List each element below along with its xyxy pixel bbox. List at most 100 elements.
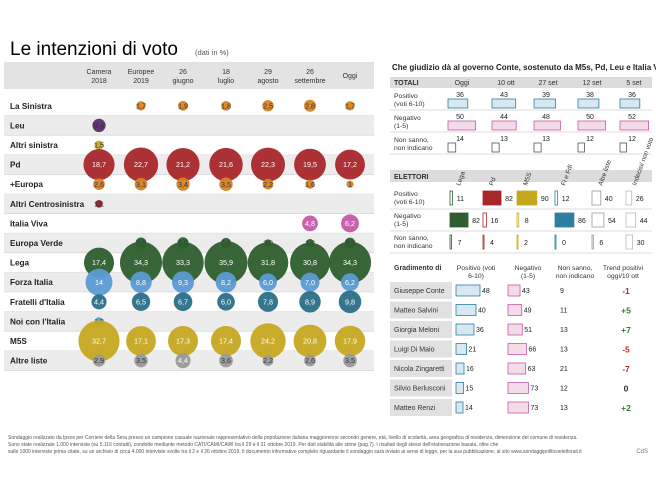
vote-bubble <box>294 148 326 181</box>
bar-value: 8 <box>525 218 529 225</box>
judgement-bar <box>533 98 556 109</box>
bubble-value: 6,2 <box>345 278 355 287</box>
vote-bubble <box>83 149 115 181</box>
bubble-value: 14 <box>95 278 103 287</box>
bar-value: 82 <box>472 218 480 225</box>
bar-value: 2 <box>524 240 528 247</box>
column-header: 26 giugno <box>172 69 193 85</box>
bar-value: 54 <box>608 218 616 225</box>
bar-value: 50 <box>586 114 594 121</box>
column-header: 26 settembre <box>294 69 325 85</box>
vote-bubble <box>131 292 151 311</box>
footer-line-2: Sono state realizzate 1.000 interviste (… <box>8 442 499 448</box>
bar-value: 36 <box>628 92 636 99</box>
judgement-bar <box>577 142 585 153</box>
bubble-value: 3,4 <box>178 180 188 189</box>
bubble-value: 30,8 <box>303 258 317 267</box>
bubble-value: 1,5 <box>94 141 104 150</box>
leader-name: Matteo Renzi <box>394 405 436 412</box>
vote-bubble <box>168 326 198 356</box>
vote-bubble <box>341 214 359 233</box>
bar-value: 52 <box>628 114 636 121</box>
leader-name: Giuseppe Conte <box>394 288 445 295</box>
trend-value: -7 <box>622 364 630 374</box>
vote-bubble <box>219 353 233 368</box>
voter-bar <box>449 190 453 206</box>
unsure-value: 9 <box>560 288 564 295</box>
leader-name: Giorgia Meloni <box>394 327 440 334</box>
negative-bar <box>507 284 521 297</box>
negative-value: 51 <box>524 327 532 334</box>
vote-bubble <box>346 180 354 188</box>
bubble-value: 2,2 <box>263 356 273 365</box>
bubble-value: 33,3 <box>176 258 190 267</box>
vote-bubble <box>172 271 194 294</box>
vote-intentions-chart: Camera 2018 Europee 2019 26 giugno 18 luglio 29 a… <box>4 62 374 371</box>
judgement-bar <box>577 98 600 109</box>
vote-bubble <box>134 177 148 191</box>
series-label: Positivo (voti 6-10) <box>394 191 425 206</box>
vote-bubble <box>210 325 242 357</box>
voter-bar <box>625 190 633 206</box>
judgement-bar <box>619 98 641 109</box>
voter-bar <box>516 212 520 228</box>
bubble-value: 8,2 <box>221 278 231 287</box>
vote-bubble <box>166 148 200 182</box>
bubble-value: 32,7 <box>92 337 106 346</box>
bar-value: 39 <box>542 92 550 99</box>
bubble-value: 20,8 <box>303 337 317 346</box>
vote-bubble <box>305 179 315 189</box>
vote-bubble <box>219 177 233 191</box>
column-header: 10 ott <box>497 80 515 87</box>
voter-bar <box>625 234 633 250</box>
unsure-value: 11 <box>560 308 567 315</box>
vote-bubble <box>303 99 317 112</box>
vote-bubble <box>304 354 316 367</box>
vote-bubble <box>259 273 277 292</box>
positive-bar <box>455 362 465 375</box>
bar-value: 48 <box>542 114 550 121</box>
vote-bubble <box>262 355 274 366</box>
column-header: Oggi <box>455 80 470 87</box>
judgement-bar <box>447 120 476 131</box>
vote-bubble <box>78 320 120 362</box>
column-header: Positivo (voti 6-10) <box>457 265 496 280</box>
bubble-value: 8,9 <box>305 297 315 306</box>
column-header: M5S <box>522 171 533 187</box>
voter-bar <box>591 234 594 250</box>
column-header: 29 agosto <box>257 69 278 85</box>
bar-value: 82 <box>505 196 513 203</box>
bar-value: 0 <box>562 240 566 247</box>
party-label: Forza Italia <box>10 278 53 287</box>
leader-name-cell <box>390 360 452 377</box>
bubble-value: 3,1 <box>136 180 146 189</box>
page-title: Le intenzioni di voto <box>10 39 178 60</box>
party-label: Pd <box>10 161 20 170</box>
party-label: M5S <box>10 337 27 346</box>
vote-bubble <box>343 353 357 368</box>
bubble-value: 7,8 <box>263 297 273 306</box>
bar-value: 12 <box>586 136 594 143</box>
vote-bubble <box>328 241 372 284</box>
bubble-value: 17,2 <box>343 160 357 169</box>
positive-value: 16 <box>466 366 474 373</box>
bubble-value: 22,3 <box>261 160 275 169</box>
voter-bar <box>449 234 452 250</box>
leader-name-cell <box>390 399 452 416</box>
series-label: Non sanno, non indicano <box>394 137 433 152</box>
vote-bubble <box>338 290 362 314</box>
leader-name: Luigi Di Maio <box>394 347 435 354</box>
bubble-value: 17,1 <box>134 337 148 346</box>
voter-bar <box>554 190 559 206</box>
vote-bubble <box>176 177 190 191</box>
voter-bar <box>449 212 469 228</box>
negative-value: 63 <box>528 366 536 373</box>
vote-bubble <box>204 241 248 285</box>
column-header: Europee 2019 <box>128 69 155 85</box>
column-header: Non sanno, non indicano <box>556 265 595 280</box>
vote-bubble <box>119 241 163 284</box>
header-band <box>390 77 652 88</box>
unsure-value: 13 <box>560 347 568 354</box>
column-header: 12 set <box>582 80 601 87</box>
vote-bubble <box>173 292 193 312</box>
